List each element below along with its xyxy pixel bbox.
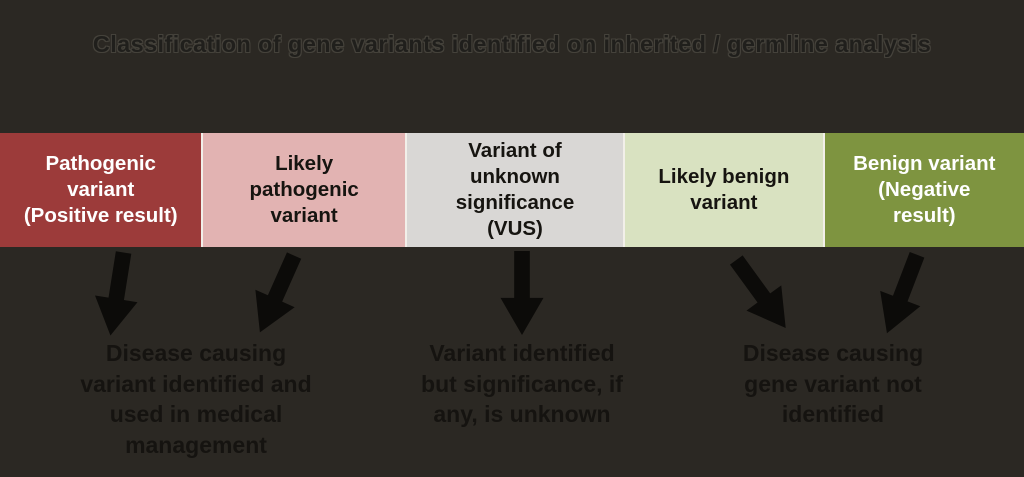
down-arrow-from-benign bbox=[880, 251, 925, 334]
category-box-pathogenic: Pathogenic variant (Positive result) bbox=[0, 133, 204, 247]
category-label-benign: Benign variant (Negative result) bbox=[853, 152, 996, 227]
category-label-pathogenic: Pathogenic variant (Positive result) bbox=[23, 152, 178, 227]
category-label-vus: Variant of unknown significance (VUS) bbox=[455, 139, 575, 240]
category-box-likely-pathogenic: Likely pathogenic variant bbox=[203, 133, 407, 247]
category-box-benign: Benign variant (Negative result) bbox=[824, 133, 1024, 247]
description-significance-unknown: Variant identified but significance, if … bbox=[421, 340, 623, 428]
category-label-likely-benign: Likely benign variant bbox=[658, 165, 790, 214]
category-label-likely-pathogenic: Likely pathogenic variant bbox=[249, 152, 359, 227]
down-arrow-from-vus bbox=[500, 250, 544, 336]
down-arrow-from-likely-pathogenic bbox=[255, 252, 302, 333]
down-arrow-from-likely-benign bbox=[729, 255, 786, 328]
description-disease-causing-identified: Disease causing variant identified and u… bbox=[80, 340, 312, 458]
category-box-likely-benign: Likely benign variant bbox=[625, 133, 825, 247]
category-box-vus: Variant of unknown significance (VUS) bbox=[406, 133, 626, 247]
description-not-identified: Disease causing gene variant not identif… bbox=[742, 340, 924, 428]
down-arrow-from-pathogenic bbox=[95, 251, 138, 336]
classification-strip: Pathogenic variant (Positive result) Lik… bbox=[0, 133, 1024, 247]
diagram-title: Classification of gene variants identifi… bbox=[92, 31, 932, 57]
